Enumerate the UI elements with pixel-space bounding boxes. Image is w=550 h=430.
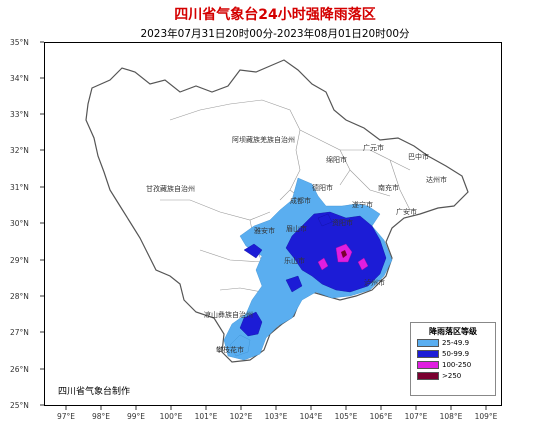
label-deyang: 德阳市 <box>312 184 333 192</box>
lat-label-34: 34°N <box>10 74 29 83</box>
lat-label-31: 31°N <box>10 183 29 192</box>
legend-label: 100-250 <box>442 360 472 369</box>
legend-label: 50-99.9 <box>442 349 470 358</box>
label-leshan: 乐山市 <box>284 257 305 265</box>
lon-label-106: 106°E <box>369 412 393 421</box>
label-ganzi: 甘孜藏族自治州 <box>146 185 195 193</box>
axis-ticks <box>40 41 487 410</box>
lat-label-26: 26°N <box>10 365 29 374</box>
lon-label-103: 103°E <box>264 412 288 421</box>
legend-label: 25-49.9 <box>442 338 470 347</box>
rain-zone-over-250 <box>341 250 347 258</box>
map-subtitle: 2023年07月31日20时00分-2023年08月01日20时00分 <box>140 28 410 40</box>
label-nanchong: 南充市 <box>378 184 399 192</box>
legend-swatch-50-99 <box>417 349 439 358</box>
label-ziyang: 资阳市 <box>332 219 353 227</box>
lon-label-99: 99°E <box>126 412 146 421</box>
lon-label-109: 109°E <box>474 412 498 421</box>
label-liangshan: 凉山彝族自治州 <box>204 311 253 319</box>
lon-label-105: 105°E <box>334 412 358 421</box>
legend-swatch-25-49 <box>417 338 439 347</box>
legend-item: 100-250 <box>417 359 495 370</box>
lon-label-104: 104°E <box>299 412 323 421</box>
legend: 降雨落区等级 25-49.9 50-99.9 100-250 >250 <box>410 322 496 396</box>
lon-label-98: 98°E <box>91 412 111 421</box>
label-panzhihua: 攀枝花市 <box>216 346 244 354</box>
rain-zone-50-99 <box>239 211 387 337</box>
legend-title: 降雨落区等级 <box>429 327 477 336</box>
lon-label-102: 102°E <box>229 412 253 421</box>
lat-label-35: 35°N <box>10 38 29 47</box>
lat-label-33: 33°N <box>10 110 29 119</box>
lon-label-100: 100°E <box>159 412 183 421</box>
label-dazhou: 达州市 <box>426 176 447 184</box>
credit-text: 四川省气象台制作 <box>58 387 131 397</box>
lon-label-107: 107°E <box>404 412 428 421</box>
label-guangan: 广安市 <box>396 208 417 216</box>
map-frame <box>44 42 502 406</box>
lat-label-27: 27°N <box>10 328 29 337</box>
legend-item: 25-49.9 <box>417 337 495 348</box>
label-bazhong: 巴中市 <box>408 153 429 161</box>
label-aba: 阿坝藏族羌族自治州 <box>232 136 295 144</box>
lat-label-29: 29°N <box>10 256 29 265</box>
label-chengdu: 成都市 <box>290 197 311 205</box>
legend-label: >250 <box>442 371 462 380</box>
lat-label-28: 28°N <box>10 292 29 301</box>
lat-label-25: 25°N <box>10 401 29 410</box>
legend-item: >250 <box>417 370 495 381</box>
label-guangyuan: 广元市 <box>363 144 384 152</box>
lon-label-108: 108°E <box>439 412 463 421</box>
lon-label-97: 97°E <box>56 412 76 421</box>
label-mianyang: 绵阳市 <box>326 156 347 164</box>
label-suining: 遂宁市 <box>352 201 373 209</box>
lat-label-30: 30°N <box>10 219 29 228</box>
legend-item: 50-99.9 <box>417 348 495 359</box>
legend-swatch-100-250 <box>417 360 439 369</box>
legend-swatch-over-250 <box>417 371 439 380</box>
label-meishan: 眉山市 <box>286 225 307 233</box>
label-yaan: 雅安市 <box>254 227 275 235</box>
map-title: 四川省气象台24小时强降雨落区 <box>174 7 376 23</box>
lon-label-101: 101°E <box>194 412 218 421</box>
lat-label-32: 32°N <box>10 146 29 155</box>
label-luzhou: 泸州市 <box>364 279 385 287</box>
